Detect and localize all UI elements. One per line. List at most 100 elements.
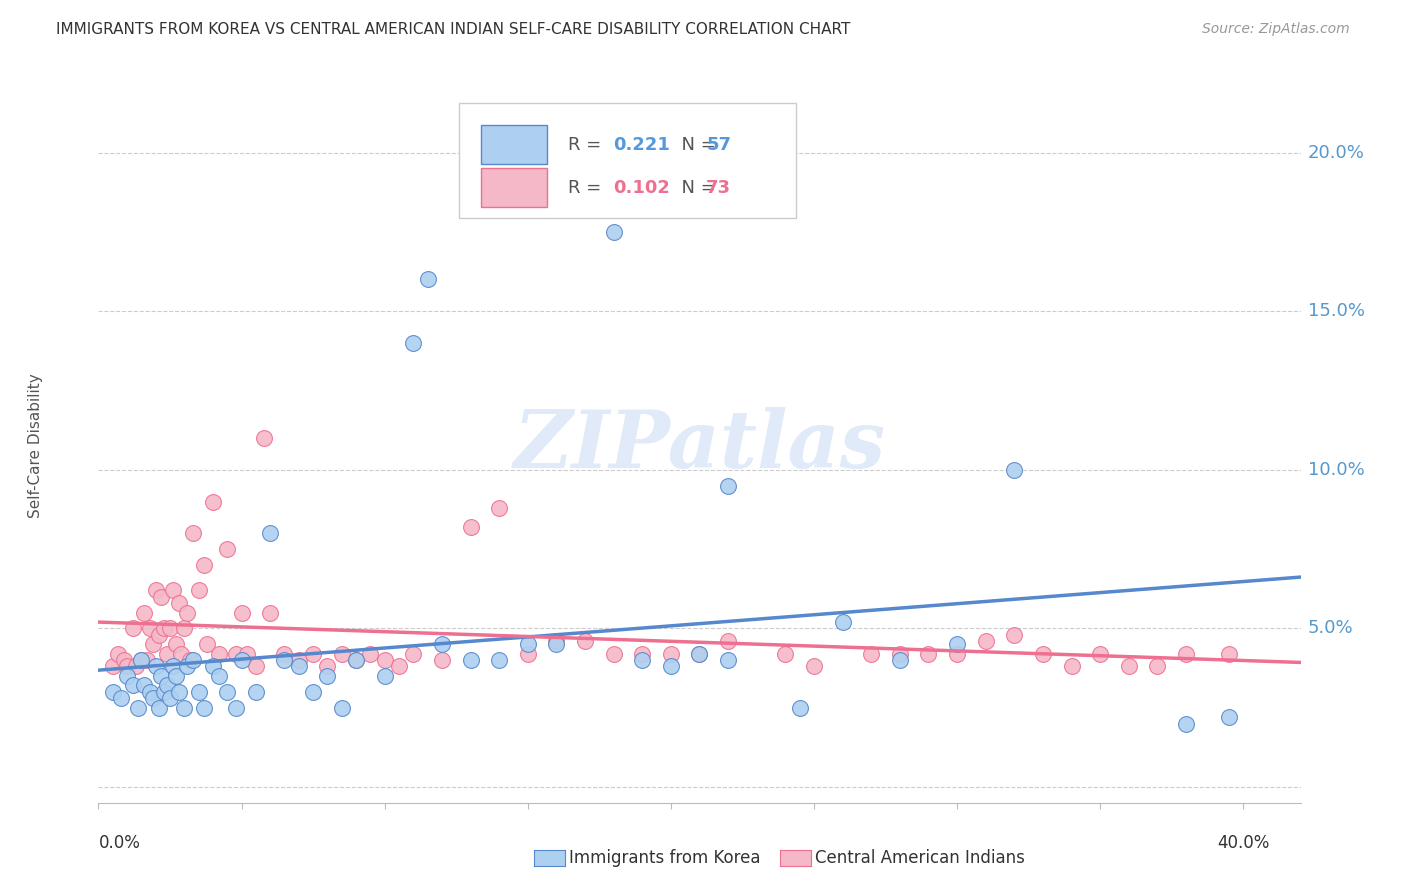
Point xyxy=(1002,628,1025,642)
Point xyxy=(225,700,247,714)
Point xyxy=(201,494,224,508)
Point xyxy=(121,621,143,635)
Point xyxy=(402,647,425,661)
Point xyxy=(156,678,179,692)
Point xyxy=(153,621,176,635)
Text: 15.0%: 15.0% xyxy=(1308,302,1365,320)
Text: Source: ZipAtlas.com: Source: ZipAtlas.com xyxy=(1202,22,1350,37)
Point xyxy=(659,659,682,673)
Point xyxy=(101,659,124,673)
Point xyxy=(150,669,173,683)
Point xyxy=(181,526,204,541)
Point xyxy=(142,691,165,706)
Point xyxy=(187,685,209,699)
Point xyxy=(775,647,797,661)
Point xyxy=(217,542,239,557)
Point xyxy=(179,653,201,667)
Point xyxy=(167,685,190,699)
Point xyxy=(101,685,124,699)
Point xyxy=(717,478,740,492)
Point xyxy=(176,606,198,620)
Point xyxy=(112,653,135,667)
Point xyxy=(107,647,129,661)
Point xyxy=(1002,463,1025,477)
Point xyxy=(889,653,911,667)
Point xyxy=(688,647,710,661)
Point xyxy=(181,653,204,667)
Point xyxy=(330,647,353,661)
Point xyxy=(245,685,267,699)
Point xyxy=(860,647,883,661)
Point xyxy=(889,647,911,661)
Point xyxy=(259,606,281,620)
Point xyxy=(831,615,853,629)
Point xyxy=(187,583,209,598)
Point xyxy=(374,653,396,667)
Point xyxy=(717,634,740,648)
Point xyxy=(789,700,811,714)
Point xyxy=(416,272,439,286)
Point xyxy=(302,685,325,699)
Point xyxy=(195,637,218,651)
Point xyxy=(165,669,187,683)
Point xyxy=(488,500,510,515)
Text: 0.102: 0.102 xyxy=(613,178,671,197)
Point xyxy=(170,647,193,661)
Point xyxy=(121,678,143,692)
Text: 0.0%: 0.0% xyxy=(98,834,141,852)
Text: IMMIGRANTS FROM KOREA VS CENTRAL AMERICAN INDIAN SELF-CARE DISABILITY CORRELATIO: IMMIGRANTS FROM KOREA VS CENTRAL AMERICA… xyxy=(56,22,851,37)
Point xyxy=(287,659,309,673)
Point xyxy=(208,669,231,683)
Point xyxy=(402,335,425,350)
Point xyxy=(128,700,150,714)
Point xyxy=(136,653,159,667)
Point xyxy=(259,526,281,541)
Point xyxy=(359,647,381,661)
Point xyxy=(460,653,482,667)
Point xyxy=(946,647,969,661)
FancyBboxPatch shape xyxy=(481,168,547,207)
Point xyxy=(974,634,997,648)
Point xyxy=(1088,647,1111,661)
Point xyxy=(173,621,195,635)
Point xyxy=(516,637,538,651)
Point xyxy=(110,691,132,706)
Point xyxy=(150,590,173,604)
Point xyxy=(236,647,259,661)
Point xyxy=(142,637,165,651)
Text: R =: R = xyxy=(568,136,607,153)
Point xyxy=(330,700,353,714)
Point xyxy=(173,700,195,714)
Point xyxy=(124,659,146,673)
Point xyxy=(115,659,138,673)
Point xyxy=(217,685,239,699)
Point xyxy=(145,659,167,673)
Point xyxy=(193,558,215,572)
Point xyxy=(273,647,295,661)
Point xyxy=(602,225,624,239)
Point xyxy=(165,637,187,651)
Point xyxy=(688,647,710,661)
Point xyxy=(139,685,162,699)
Point xyxy=(159,621,181,635)
FancyBboxPatch shape xyxy=(481,125,547,164)
Text: 0.221: 0.221 xyxy=(613,136,671,153)
Point xyxy=(631,647,654,661)
Point xyxy=(131,653,153,667)
Point xyxy=(717,653,740,667)
Point xyxy=(302,647,325,661)
Text: N =: N = xyxy=(669,178,721,197)
Point xyxy=(659,647,682,661)
Point xyxy=(460,520,482,534)
Point xyxy=(344,653,367,667)
Point xyxy=(488,653,510,667)
Point xyxy=(134,678,156,692)
Point xyxy=(208,647,231,661)
Point xyxy=(388,659,411,673)
Text: 57: 57 xyxy=(706,136,731,153)
Point xyxy=(153,685,176,699)
Text: 20.0%: 20.0% xyxy=(1308,144,1364,161)
Point xyxy=(430,653,453,667)
Text: 5.0%: 5.0% xyxy=(1308,619,1353,638)
Point xyxy=(231,653,253,667)
